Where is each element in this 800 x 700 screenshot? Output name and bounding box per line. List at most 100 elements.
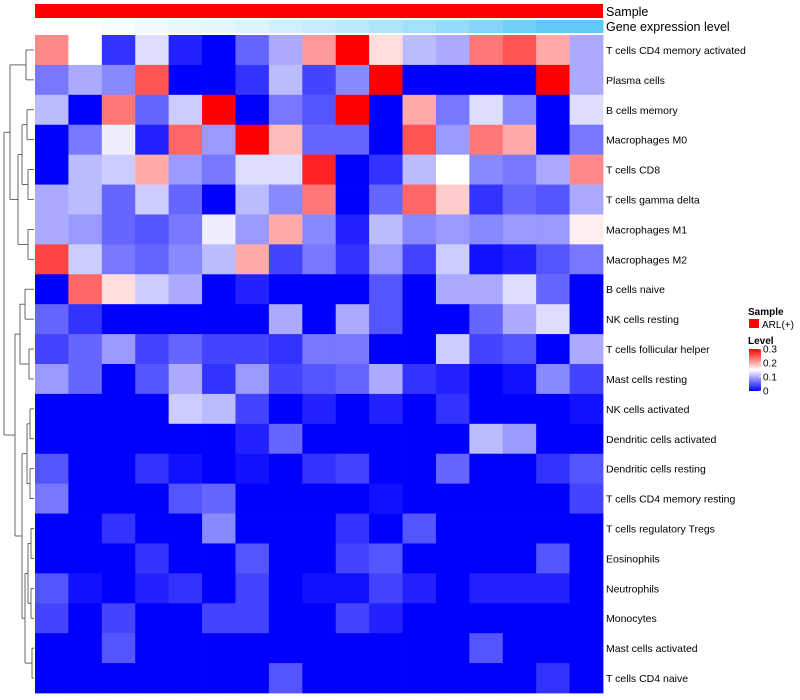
heatmap-cell: [235, 244, 270, 275]
row-label: Macrophages M0: [606, 135, 687, 147]
heatmap-cell: [435, 124, 470, 156]
heatmap-cell: [369, 244, 403, 275]
heatmap-cell: [435, 244, 470, 275]
heatmap-cell: [502, 633, 537, 664]
heatmap-cell: [202, 513, 236, 544]
heatmap-cell: [68, 214, 103, 245]
heatmap-cell: [469, 64, 504, 96]
heatmap-cell: [369, 513, 403, 544]
heatmap-cell: [469, 274, 504, 305]
heatmap-cell: [168, 184, 203, 215]
heatmap-cell: [402, 214, 437, 245]
heatmap-cell: [335, 423, 370, 455]
row-label: Monocytes: [606, 613, 657, 625]
heatmap-cell: [35, 334, 69, 365]
heatmap-cell: [469, 513, 504, 544]
heatmap-cell: [369, 603, 403, 634]
row-label: Macrophages M1: [606, 224, 687, 236]
heatmap-cell: [536, 633, 570, 664]
heatmap-cell: [35, 483, 69, 514]
heatmap-cell: [168, 214, 203, 245]
heatmap-cell: [435, 274, 470, 305]
heatmap-cell: [335, 513, 370, 544]
heatmap-cell: [135, 663, 170, 694]
heatmap-cell: [435, 603, 470, 634]
row-label: T cells CD4 memory activated: [606, 45, 746, 57]
heatmap-cell: [268, 304, 303, 335]
heatmap-cell: [202, 364, 236, 395]
heatmap-cell: [268, 154, 303, 185]
heatmap-cell: [235, 663, 270, 694]
heatmap-cell: [302, 184, 337, 215]
heatmap-cell: [402, 633, 437, 664]
heatmap-cell: [469, 124, 504, 156]
heatmap-cell: [35, 214, 69, 245]
row-label: T cells CD4 naive: [606, 673, 688, 685]
heatmap-cell: [268, 184, 303, 215]
heatmap-cell: [502, 453, 537, 485]
heatmap-cell: [235, 603, 270, 634]
heatmap-cell: [68, 483, 103, 514]
heatmap-cell: [302, 94, 337, 126]
heatmap-cell: [402, 124, 437, 156]
heatmap-cell: [235, 513, 270, 544]
heatmap-cell: [235, 274, 270, 305]
heatmap-cell: [369, 483, 403, 514]
expression-track-cell: [402, 20, 437, 33]
heatmap-cell: [202, 274, 236, 305]
expression-track-cell: [135, 20, 170, 33]
heatmap-cell: [536, 483, 570, 514]
legend-sample-swatch: [749, 319, 759, 328]
row-label: B cells naive: [606, 284, 665, 296]
heatmap-cell: [101, 124, 136, 156]
heatmap-cell: [235, 214, 270, 245]
heatmap-cell: [168, 543, 203, 574]
heatmap-cell: [402, 35, 437, 66]
heatmap-cell: [302, 274, 337, 305]
heatmap-cell: [68, 364, 103, 395]
heatmap-cell: [202, 483, 236, 514]
heatmap-cell: [369, 453, 403, 485]
heatmap-cell: [469, 423, 504, 455]
heatmap-cell: [302, 453, 337, 485]
annotation-tracks: [35, 4, 604, 33]
heatmap-cell: [268, 513, 303, 544]
heatmap-cell: [268, 94, 303, 126]
heatmap-cell: [135, 334, 170, 365]
heatmap-cell: [235, 154, 270, 185]
heatmap-cell: [235, 423, 270, 455]
heatmap-cell: [202, 663, 236, 694]
heatmap-cell: [369, 35, 403, 66]
heatmap-cell: [35, 603, 69, 634]
heatmap-cell: [536, 663, 570, 694]
heatmap-cell: [135, 184, 170, 215]
heatmap-cell: [268, 573, 303, 604]
expression-track-cell: [168, 20, 203, 33]
heatmap-cell: [435, 154, 470, 185]
heatmap-cell: [202, 35, 236, 66]
heatmap-cell: [469, 483, 504, 514]
heatmap-cell: [569, 513, 604, 544]
heatmap-cell: [469, 543, 504, 574]
row-label: B cells memory: [606, 105, 679, 117]
heatmap-cell: [168, 633, 203, 664]
heatmap-cell: [435, 35, 470, 66]
heatmap-cell: [569, 35, 604, 66]
heatmap-cell: [502, 184, 537, 215]
expression-track-cell: [536, 20, 571, 33]
heatmap-cell: [435, 633, 470, 664]
legend-level-tick-label: 0: [763, 387, 769, 398]
heatmap-cell: [569, 603, 604, 634]
heatmap-cell: [202, 573, 236, 604]
heatmap-cell: [569, 453, 604, 485]
heatmap-cell: [302, 663, 337, 694]
heatmap-cell: [335, 244, 370, 275]
heatmap-cell: [101, 543, 136, 574]
sample-track-bar: [35, 4, 603, 18]
heatmap-cell: [235, 573, 270, 604]
heatmap-cell: [502, 543, 537, 574]
heatmap-cell: [569, 154, 604, 185]
heatmap-cell: [402, 304, 437, 335]
heatmap-cell: [435, 94, 470, 126]
